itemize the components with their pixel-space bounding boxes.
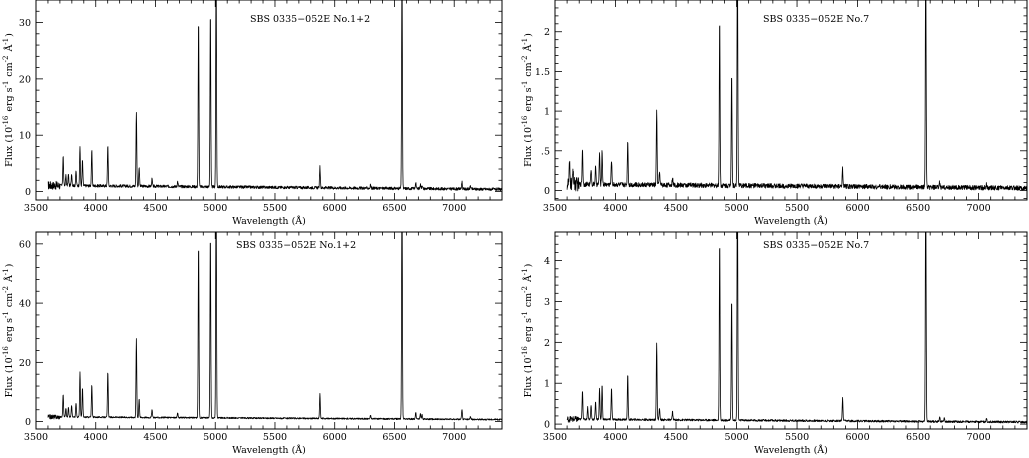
y-axis-label: Flux (10-16 erg s-1 cm-2 Å-1 ) (521, 264, 534, 398)
x-tick-label: 4500 (664, 432, 688, 443)
y-tick-label: 0 (544, 186, 550, 197)
plot-frame (554, 231, 1028, 430)
x-tick-label: 6000 (845, 432, 869, 443)
y-tick-label: .5 (541, 146, 550, 157)
x-tick-label: 6500 (382, 432, 406, 443)
x-tick-label: 6500 (906, 203, 930, 214)
panel-title: SBS 0335−052E No.1+2 (236, 240, 356, 251)
x-tick-label: 4000 (84, 203, 108, 214)
x-tick-label: 6500 (906, 432, 930, 443)
x-tick-label: 5500 (263, 203, 287, 214)
y-tick-label: 2 (544, 27, 550, 38)
x-tick-label: 5000 (724, 203, 748, 214)
y-tick-label: 0 (25, 417, 31, 428)
y-tick-label: 10 (19, 131, 31, 142)
y-tick-label: 1 (544, 107, 550, 118)
panel-title: SBS 0335−052E No.1+2 (250, 14, 370, 25)
x-tick-label: 5500 (785, 203, 809, 214)
spectrum-line (47, 0, 502, 192)
plot-frame (35, 231, 503, 430)
x-axis-label: Wavelength (Å) (232, 215, 306, 227)
x-tick-label: 7000 (442, 203, 466, 214)
spectrum-line (566, 0, 1027, 192)
plot-frame (554, 0, 1028, 201)
x-tick-label: 6000 (323, 432, 347, 443)
x-tick-label: 6000 (845, 203, 869, 214)
y-axis-label: Flux (10-16 erg s-1 cm-2 Å-1 ) (2, 264, 15, 398)
x-tick-label: 3500 (24, 203, 48, 214)
x-tick-label: 6000 (323, 203, 347, 214)
x-tick-label: 5500 (263, 432, 287, 443)
x-tick-label: 3500 (24, 432, 48, 443)
x-tick-label: 5500 (785, 432, 809, 443)
x-tick-label: 7000 (966, 432, 990, 443)
plot-frame (35, 0, 503, 201)
spectrum-line (566, 232, 1027, 424)
y-axis-label: Flux (10-16 erg s-1 cm-2 Å-1 ) (2, 33, 15, 167)
y-tick-label: 4 (544, 256, 550, 267)
y-tick-label: 20 (19, 74, 31, 85)
x-tick-label: 4500 (664, 203, 688, 214)
x-axis-label: Wavelength (Å) (754, 215, 828, 227)
panel-top-right: 3500 4000 4500 5000 5500 6000 6500 7000 0 .5 1 1.5 2… (521, 0, 1028, 227)
x-tick-label: 5000 (203, 203, 227, 214)
y-tick-label: 2 (544, 338, 550, 349)
x-tick-label: 4000 (84, 432, 108, 443)
x-axis-label: Wavelength (Å) (232, 444, 306, 456)
x-tick-label: 4500 (143, 203, 167, 214)
y-tick-label: 30 (19, 18, 31, 29)
x-tick-label: 4000 (603, 203, 627, 214)
panel-bottom-right: 3500 4000 4500 5000 5500 6000 6500 7000 0 1 2 3 4 Wav… (521, 231, 1028, 456)
y-axis-label: Flux (10-16 erg s-1 cm-2 Å-1 ) (521, 33, 534, 167)
x-tick-label: 4000 (603, 432, 627, 443)
panel-title: SBS 0335−052E No.7 (763, 240, 869, 251)
spectrum-line (47, 232, 502, 421)
x-tick-label: 3500 (543, 432, 567, 443)
x-tick-label: 7000 (966, 203, 990, 214)
x-tick-label: 5000 (203, 432, 227, 443)
y-tick-label: 0 (544, 420, 550, 431)
x-tick-label: 3500 (543, 203, 567, 214)
panel-title: SBS 0335−052E No.7 (763, 14, 869, 25)
y-tick-label: 3 (544, 297, 550, 308)
x-tick-label: 4500 (143, 432, 167, 443)
y-tick-label: 60 (19, 239, 31, 250)
panel-bottom-left: 3500 4000 4500 5000 5500 6000 6500 7000 0 20 40 60 W… (2, 231, 503, 456)
y-tick-label: 40 (19, 299, 31, 310)
panel-top-left: 3500 4000 4500 5000 5500 6000 6500 7000 0 10 20 30 W… (2, 0, 503, 227)
y-tick-label: 1 (544, 379, 550, 390)
x-tick-label: 7000 (442, 432, 466, 443)
x-tick-label: 6500 (382, 203, 406, 214)
x-axis-label: Wavelength (Å) (754, 444, 828, 456)
x-tick-label: 5000 (724, 432, 748, 443)
y-tick-label: 1.5 (535, 67, 550, 78)
y-tick-label: 0 (25, 187, 31, 198)
y-tick-label: 20 (19, 358, 31, 369)
